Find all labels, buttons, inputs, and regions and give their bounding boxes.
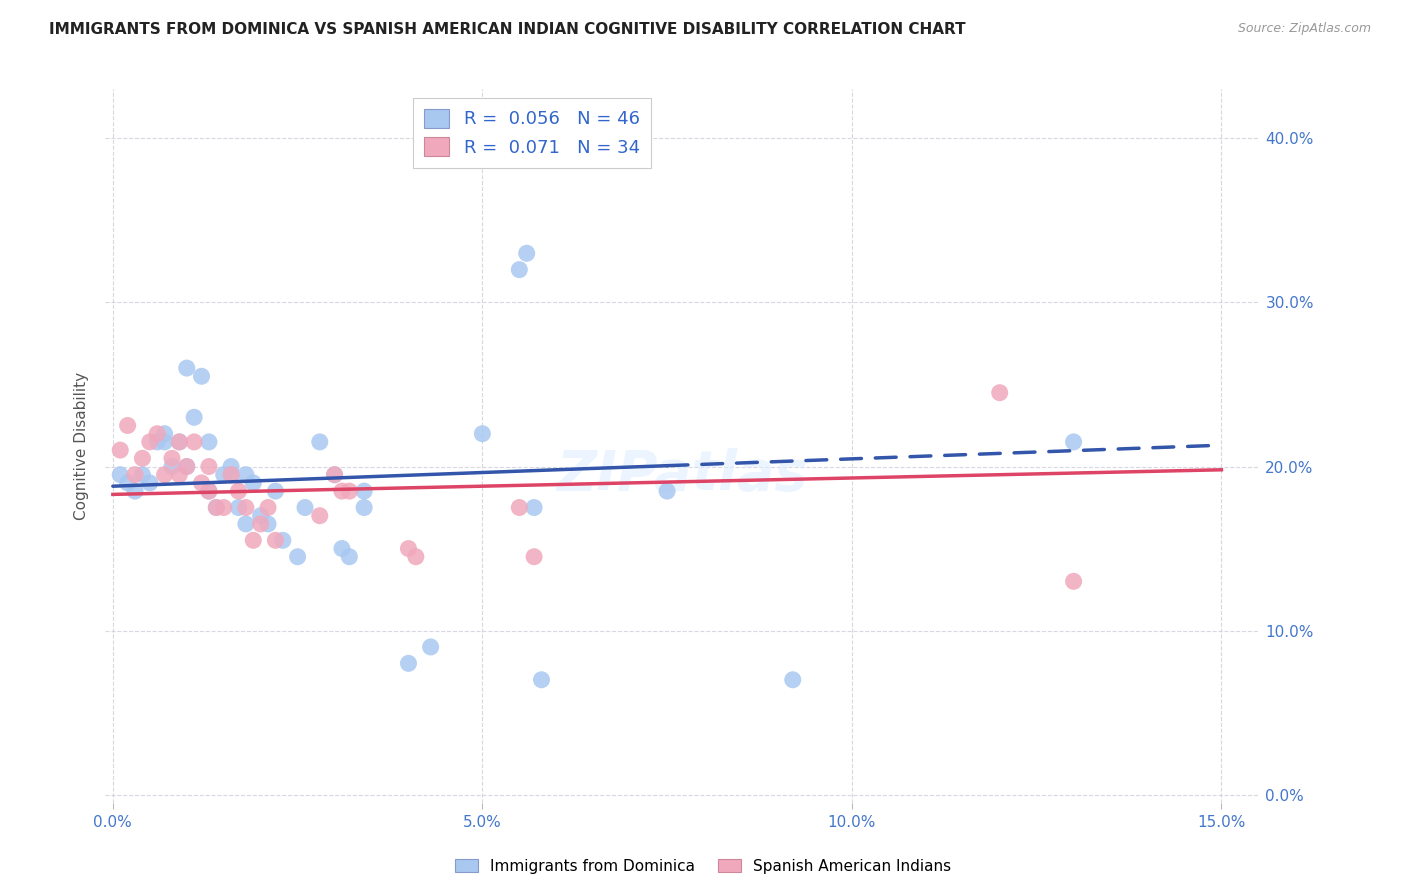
Y-axis label: Cognitive Disability: Cognitive Disability [75,372,90,520]
Point [1063,434,1085,449]
Point [264,533,287,548]
Point [124,484,146,499]
Point [117,475,139,490]
Point [782,673,804,687]
Point [330,484,353,499]
Point [242,475,264,490]
Point [294,500,316,515]
Text: IMMIGRANTS FROM DOMINICA VS SPANISH AMERICAN INDIAN COGNITIVE DISABILITY CORRELA: IMMIGRANTS FROM DOMINICA VS SPANISH AMER… [49,22,966,37]
Point [988,385,1011,400]
Point [131,451,153,466]
Point [139,475,162,490]
Point [228,500,250,515]
Point [337,549,360,564]
Point [183,434,205,449]
Point [323,467,346,482]
Point [205,500,228,515]
Point [330,541,353,556]
Point [146,426,169,441]
Point [235,516,257,531]
Point [271,533,294,548]
Point [655,484,678,499]
Point [523,549,546,564]
Point [353,500,375,515]
Text: Source: ZipAtlas.com: Source: ZipAtlas.com [1237,22,1371,36]
Point [153,467,176,482]
Point [287,549,309,564]
Point [153,434,176,449]
Point [523,500,546,515]
Point [212,467,235,482]
Point [323,467,346,482]
Point [131,467,153,482]
Point [212,500,235,515]
Point [169,467,191,482]
Point [160,451,183,466]
Point [264,484,287,499]
Point [219,459,242,474]
Point [219,467,242,482]
Point [228,484,250,499]
Point [508,262,530,277]
Point [398,657,420,671]
Point [249,516,271,531]
Point [257,500,280,515]
Point [110,443,132,458]
Point [190,369,212,384]
Point [257,516,280,531]
Point [530,673,553,687]
Point [471,426,494,441]
Point [508,500,530,515]
Point [183,410,205,425]
Point [198,484,221,499]
Point [308,434,330,449]
Point [205,500,228,515]
Point [353,484,375,499]
Point [153,426,176,441]
Point [308,508,330,523]
Point [249,508,271,523]
Legend: Immigrants from Dominica, Spanish American Indians: Immigrants from Dominica, Spanish Americ… [449,853,957,880]
Point [419,640,441,654]
Point [219,467,242,482]
Point [235,467,257,482]
Point [176,459,198,474]
Point [242,533,264,548]
Point [198,484,221,499]
Point [176,459,198,474]
Point [190,475,212,490]
Text: ZIPatlas: ZIPatlas [557,448,807,501]
Point [139,434,162,449]
Point [160,459,183,474]
Point [405,549,427,564]
Point [176,361,198,376]
Point [169,434,191,449]
Point [198,434,221,449]
Point [516,246,538,260]
Point [146,434,169,449]
Point [117,418,139,433]
Point [398,541,420,556]
Point [198,459,221,474]
Point [235,500,257,515]
Point [169,434,191,449]
Point [110,467,132,482]
Point [1063,574,1085,589]
Legend: R =  0.056   N = 46, R =  0.071   N = 34: R = 0.056 N = 46, R = 0.071 N = 34 [413,98,651,168]
Point [337,484,360,499]
Point [124,467,146,482]
